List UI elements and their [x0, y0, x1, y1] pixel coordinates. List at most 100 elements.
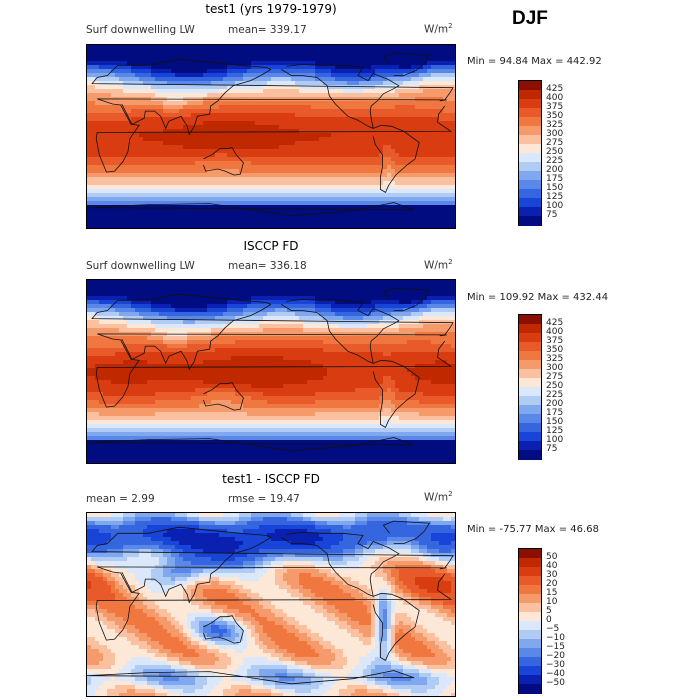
map-cell [327, 69, 332, 74]
map-cell [187, 49, 192, 54]
map-cell [371, 217, 376, 222]
map-cell [399, 193, 404, 198]
map-cell [139, 221, 144, 226]
map-cell [227, 149, 232, 154]
map-cell [371, 221, 376, 226]
map-cell [99, 173, 104, 178]
map-cell [319, 288, 324, 293]
map-cell [339, 153, 344, 158]
map-cell [171, 101, 176, 106]
map-cell [391, 205, 396, 210]
map-cell [387, 308, 392, 313]
map-cell [219, 181, 224, 186]
map-cell [151, 169, 156, 174]
map-cell [255, 137, 260, 142]
map-cell [395, 213, 400, 218]
map-cell [275, 73, 280, 78]
map-cell [291, 149, 296, 154]
map-cell [127, 288, 132, 293]
map-cell [207, 105, 212, 110]
map-cell [135, 177, 140, 182]
map-cell [335, 137, 340, 142]
map-cell [91, 89, 96, 94]
map-cell [247, 288, 252, 293]
map-cell [343, 53, 348, 58]
map-cell [435, 288, 440, 293]
map-cell [299, 149, 304, 154]
map-cell [115, 137, 120, 142]
map-cell [275, 280, 280, 285]
map-cell [255, 189, 260, 194]
map-cell [155, 300, 160, 305]
map-cell [327, 105, 332, 110]
map-cell [439, 225, 444, 228]
map-cell [359, 284, 364, 289]
map-cell [167, 117, 172, 122]
map-cell [395, 121, 400, 126]
map-cell [155, 133, 160, 138]
map-cell [403, 288, 408, 293]
map-cell [343, 145, 348, 150]
map-cell [427, 93, 432, 98]
map-cell [299, 189, 304, 194]
map-cell [347, 125, 352, 130]
map-cell [159, 69, 164, 74]
map-cell [99, 129, 104, 134]
map-cell [415, 173, 420, 178]
map-cell [347, 288, 352, 293]
map-cell [323, 113, 328, 118]
map-cell [99, 69, 104, 74]
map-cell [439, 57, 444, 62]
map-cell [411, 157, 416, 162]
map-cell [219, 304, 224, 309]
map-cell [167, 185, 172, 190]
map-cell [295, 45, 300, 50]
map-cell [191, 304, 196, 309]
map-cell [327, 109, 332, 114]
map-cell [219, 109, 224, 114]
map-cell [451, 65, 455, 70]
map-cell [163, 308, 168, 313]
map-cell [111, 113, 116, 118]
map-cell [415, 157, 420, 162]
map-cell [319, 45, 324, 50]
map-cell [295, 49, 300, 54]
map-cell [243, 213, 248, 218]
map-cell [159, 105, 164, 110]
map-cell [219, 125, 224, 130]
map-cell [115, 49, 120, 54]
map-cell [319, 296, 324, 301]
map-cell [115, 85, 120, 90]
map-cell [367, 193, 372, 198]
map-cell [167, 209, 172, 214]
map-cell [271, 141, 276, 146]
map-cell [411, 296, 416, 301]
map-cell [431, 73, 436, 78]
map-cell [323, 185, 328, 190]
map-cell [399, 81, 404, 86]
map-cell [235, 53, 240, 58]
map-cell [399, 209, 404, 214]
map-cell [239, 85, 244, 90]
map-cell [227, 300, 232, 305]
map-cell [179, 93, 184, 98]
map-cell [99, 109, 104, 114]
map-cell [423, 300, 428, 305]
map-cell [155, 169, 160, 174]
map-cell [287, 133, 292, 138]
map-cell [127, 133, 132, 138]
map-cell [351, 225, 356, 228]
map-cell [303, 49, 308, 54]
map-cell [439, 53, 444, 58]
map-cell [143, 121, 148, 126]
map-cell [407, 205, 412, 210]
map-cell [367, 137, 372, 142]
map-cell [99, 201, 104, 206]
map-cell [427, 109, 432, 114]
map-cell [247, 85, 252, 90]
map-cell [151, 61, 156, 66]
map-cell [367, 121, 372, 126]
map-cell [239, 165, 244, 170]
map-cell [175, 308, 180, 313]
map-cell [171, 129, 176, 134]
